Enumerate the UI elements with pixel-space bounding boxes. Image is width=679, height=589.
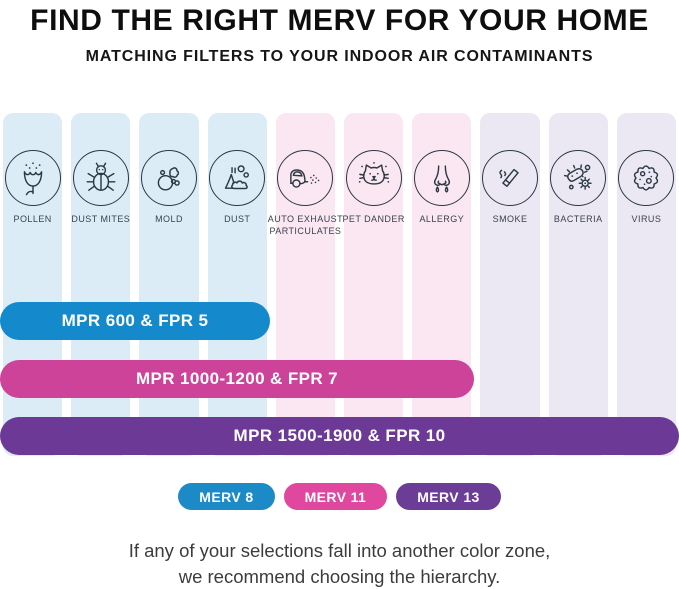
- range-bar-merv8: MPR 600 & FPR 5: [0, 302, 270, 340]
- column-pet-dander: PET DANDER: [342, 113, 404, 456]
- page-title: FIND THE RIGHT MERV FOR YOUR HOME: [30, 4, 649, 37]
- column-label: DUST: [224, 214, 251, 224]
- merv-legend: MERV 8 MERV 11 MERV 13: [0, 483, 679, 510]
- pet-dander-icon: [345, 150, 402, 206]
- footer-note: If any of your selections fall into anot…: [0, 538, 679, 589]
- legend-pill-label: MERV 11: [304, 488, 367, 505]
- column-mold: MOLD: [139, 113, 199, 456]
- column-allergy: ALLERGY: [412, 113, 472, 456]
- column-label: VIRUS: [631, 214, 662, 224]
- smoke-icon: [482, 150, 539, 206]
- footer-line-1: If any of your selections fall into anot…: [128, 540, 551, 561]
- pollen-icon: [4, 150, 61, 206]
- column-bacteria: BACTERIA: [548, 113, 608, 456]
- dust-icon: [209, 150, 266, 206]
- virus-icon: [618, 150, 675, 206]
- column-label: BACTERIA: [553, 214, 603, 224]
- column-virus: VIRUS: [616, 113, 677, 456]
- footer-line-2: we recommend choosing the hierarchy.: [178, 565, 501, 587]
- column-dust-mites: DUST MITES: [71, 113, 131, 456]
- legend-pill-merv-13: MERV 13: [396, 483, 501, 510]
- range-bar-merv11: MPR 1000-1200 & FPR 7: [0, 360, 474, 398]
- column-label: SMOKE: [492, 214, 528, 224]
- legend-pill-label: MERV 8: [199, 488, 254, 505]
- page-subtitle: MATCHING FILTERS TO YOUR INDOOR AIR CONT…: [85, 48, 594, 65]
- column-auto-exhaust-particulates: AUTO EXHAUST PARTICULATES: [268, 113, 343, 456]
- column-label: POLLEN: [13, 214, 52, 224]
- mold-icon: [141, 150, 197, 206]
- range-bar-label: MPR 1000-1200 & FPR 7: [135, 369, 339, 388]
- column-label: DUST MITES: [71, 214, 131, 224]
- dust-mites-icon: [72, 150, 129, 206]
- range-bar-label: MPR 600 & FPR 5: [61, 311, 209, 330]
- column-label: ALLERGY: [419, 214, 465, 224]
- column-label: PET DANDER: [342, 214, 405, 224]
- column-label: AUTO EXHAUST PARTICULATES: [267, 214, 344, 236]
- legend-pill-merv-8: MERV 8: [178, 483, 275, 510]
- legend-pill-label: MERV 13: [417, 488, 480, 505]
- column-dust: DUST: [207, 113, 267, 456]
- column-smoke: SMOKE: [480, 113, 540, 456]
- contaminant-columns: POLLEN DUST MITES MOLD DUST AUTO EXHAUST PAR…: [0, 113, 679, 456]
- range-bar-merv13: MPR 1500-1900 & FPR 10: [0, 417, 679, 455]
- auto-exhaust-icon: [277, 150, 334, 206]
- legend-pill-merv-11: MERV 11: [283, 483, 388, 510]
- column-label: MOLD: [155, 214, 183, 224]
- bacteria-icon: [550, 150, 607, 206]
- merv-chart: POLLEN DUST MITES MOLD DUST AUTO EXHAUST PAR…: [0, 113, 679, 456]
- allergy-icon: [413, 150, 470, 206]
- column-pollen: POLLEN: [3, 113, 63, 456]
- range-bar-label: MPR 1500-1900 & FPR 10: [233, 426, 446, 445]
